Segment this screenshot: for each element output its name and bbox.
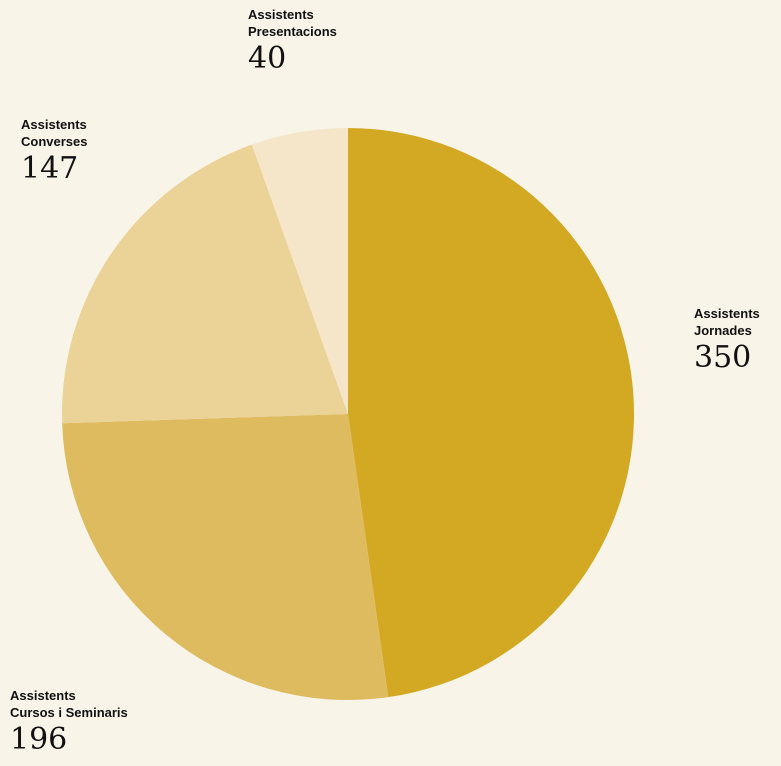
slice-value: 196 (10, 722, 68, 757)
slice-label-line: Cursos i Seminaris (10, 705, 128, 720)
slice-label-line: Assistents (248, 7, 314, 22)
slice-value: 147 (21, 151, 79, 186)
pie-slice-3 (251, 128, 348, 414)
pie-slice-0 (348, 128, 634, 698)
slice-value: 350 (694, 340, 752, 375)
slice-label-converses: Assistents Converses 147 (21, 116, 87, 186)
slice-label-line: Assistents (10, 688, 76, 703)
slice-label-jornades: Assistents Jornades 350 (694, 305, 760, 375)
pie-slice-2 (62, 144, 349, 424)
slice-label-line: Assistents (694, 306, 760, 321)
slice-label-line: Converses (21, 134, 88, 149)
slice-label-line: Presentacions (248, 24, 337, 39)
slice-label-presentacions: Assistents Presentacions 40 (248, 6, 337, 76)
slice-value: 40 (248, 41, 287, 76)
slice-label-cursos-seminaris: Assistents Cursos i Seminaris 196 (10, 687, 128, 757)
pie-slice-1 (62, 414, 389, 700)
slice-label-line: Jornades (694, 323, 752, 338)
slice-label-line: Assistents (21, 117, 87, 132)
